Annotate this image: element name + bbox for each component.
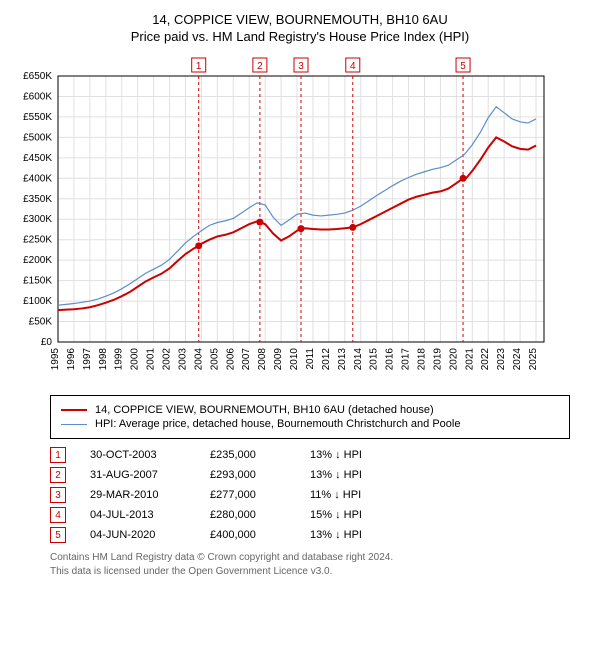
svg-text:£650K: £650K xyxy=(23,71,52,82)
svg-text:2019: 2019 xyxy=(432,348,443,371)
svg-text:2007: 2007 xyxy=(241,348,252,371)
svg-text:2023: 2023 xyxy=(496,348,507,371)
sale-date: 04-JUL-2013 xyxy=(90,509,210,521)
sales-row: 1 30-OCT-2003£235,00013% ↓ HPI xyxy=(50,447,570,463)
sale-price: £277,000 xyxy=(210,489,310,501)
sales-row: 3 29-MAR-2010£277,00011% ↓ HPI xyxy=(50,487,570,503)
svg-text:5: 5 xyxy=(460,61,466,72)
svg-text:2004: 2004 xyxy=(193,348,204,371)
svg-text:2011: 2011 xyxy=(305,348,316,370)
sales-row: 5 04-JUN-2020£400,00013% ↓ HPI xyxy=(50,527,570,543)
svg-text:£400K: £400K xyxy=(23,173,52,184)
svg-text:£350K: £350K xyxy=(23,194,52,205)
svg-text:£550K: £550K xyxy=(23,112,52,123)
sale-price: £400,000 xyxy=(210,529,310,541)
sale-date: 04-JUN-2020 xyxy=(90,529,210,541)
svg-text:£50K: £50K xyxy=(29,317,53,328)
svg-text:2: 2 xyxy=(257,61,263,72)
price-chart: £0 £50K £100K £150K £200K £250K £300K £350K £400… xyxy=(10,52,550,382)
sale-delta: 11% ↓ HPI xyxy=(310,489,361,501)
footer-attribution: Contains HM Land Registry data © Crown c… xyxy=(50,551,570,579)
sales-table: 130-OCT-2003£235,00013% ↓ HPI231-AUG-200… xyxy=(50,447,570,543)
svg-text:£500K: £500K xyxy=(23,132,52,143)
svg-text:£300K: £300K xyxy=(23,214,52,225)
sale-price: £280,000 xyxy=(210,509,310,521)
svg-text:£0: £0 xyxy=(41,337,53,348)
svg-text:2002: 2002 xyxy=(162,348,173,371)
sale-number-box: 1 xyxy=(50,447,66,463)
svg-text:£200K: £200K xyxy=(23,255,52,266)
svg-text:3: 3 xyxy=(298,61,304,72)
sale-date: 29-MAR-2010 xyxy=(90,489,210,501)
svg-text:2024: 2024 xyxy=(512,348,523,371)
svg-text:£250K: £250K xyxy=(23,235,52,246)
svg-text:1997: 1997 xyxy=(82,348,93,371)
title-address: 14, COPPICE VIEW, BOURNEMOUTH, BH10 6AU xyxy=(10,12,590,27)
sale-number-box: 3 xyxy=(50,487,66,503)
sale-delta: 15% ↓ HPI xyxy=(310,509,362,521)
legend-swatch-hpi xyxy=(61,424,87,425)
svg-text:2013: 2013 xyxy=(337,348,348,371)
svg-text:£450K: £450K xyxy=(23,153,52,164)
sales-row: 4 04-JUL-2013£280,00015% ↓ HPI xyxy=(50,507,570,523)
sale-date: 31-AUG-2007 xyxy=(90,469,210,481)
svg-text:1996: 1996 xyxy=(66,348,77,371)
svg-text:2000: 2000 xyxy=(130,348,141,371)
svg-text:2022: 2022 xyxy=(480,348,491,371)
legend-item-property: 14, COPPICE VIEW, BOURNEMOUTH, BH10 6AU … xyxy=(61,404,559,416)
svg-text:2021: 2021 xyxy=(464,348,475,371)
legend-box: 14, COPPICE VIEW, BOURNEMOUTH, BH10 6AU … xyxy=(50,395,570,439)
legend-swatch-property xyxy=(61,409,87,411)
legend-item-hpi: HPI: Average price, detached house, Bour… xyxy=(61,418,559,430)
svg-text:2017: 2017 xyxy=(401,348,412,371)
sale-delta: 13% ↓ HPI xyxy=(310,449,362,461)
title-subtitle: Price paid vs. HM Land Registry's House … xyxy=(10,29,590,44)
sale-delta: 13% ↓ HPI xyxy=(310,529,362,541)
svg-text:2015: 2015 xyxy=(369,348,380,371)
svg-text:2005: 2005 xyxy=(209,348,220,371)
svg-text:1995: 1995 xyxy=(50,348,61,371)
legend-label-hpi: HPI: Average price, detached house, Bour… xyxy=(95,418,460,430)
footer-line1: Contains HM Land Registry data © Crown c… xyxy=(50,551,570,565)
sale-date: 30-OCT-2003 xyxy=(90,449,210,461)
sale-number-box: 5 xyxy=(50,527,66,543)
chart-container: £0 £50K £100K £150K £200K £250K £300K £350K £400… xyxy=(10,52,590,387)
svg-text:2020: 2020 xyxy=(448,348,459,371)
svg-text:£600K: £600K xyxy=(23,91,52,102)
svg-text:1998: 1998 xyxy=(98,348,109,371)
svg-text:2008: 2008 xyxy=(257,348,268,371)
footer-line2: This data is licensed under the Open Gov… xyxy=(50,565,570,579)
svg-text:£150K: £150K xyxy=(23,276,52,287)
sale-price: £293,000 xyxy=(210,469,310,481)
svg-text:£100K: £100K xyxy=(23,296,52,307)
svg-text:1999: 1999 xyxy=(114,348,125,371)
svg-text:2010: 2010 xyxy=(289,348,300,371)
svg-text:2012: 2012 xyxy=(321,348,332,371)
svg-text:2006: 2006 xyxy=(225,348,236,371)
svg-text:2009: 2009 xyxy=(273,348,284,371)
legend-label-property: 14, COPPICE VIEW, BOURNEMOUTH, BH10 6AU … xyxy=(95,404,434,416)
svg-text:2025: 2025 xyxy=(528,348,539,371)
svg-text:2016: 2016 xyxy=(385,348,396,371)
svg-text:1: 1 xyxy=(196,61,202,72)
svg-text:2003: 2003 xyxy=(177,348,188,371)
svg-text:2018: 2018 xyxy=(416,348,427,371)
sale-delta: 13% ↓ HPI xyxy=(310,469,362,481)
svg-text:4: 4 xyxy=(350,61,356,72)
sale-number-box: 2 xyxy=(50,467,66,483)
sale-number-box: 4 xyxy=(50,507,66,523)
svg-text:2001: 2001 xyxy=(146,348,157,371)
sales-row: 2 31-AUG-2007£293,00013% ↓ HPI xyxy=(50,467,570,483)
svg-text:2014: 2014 xyxy=(353,348,364,371)
sale-price: £235,000 xyxy=(210,449,310,461)
